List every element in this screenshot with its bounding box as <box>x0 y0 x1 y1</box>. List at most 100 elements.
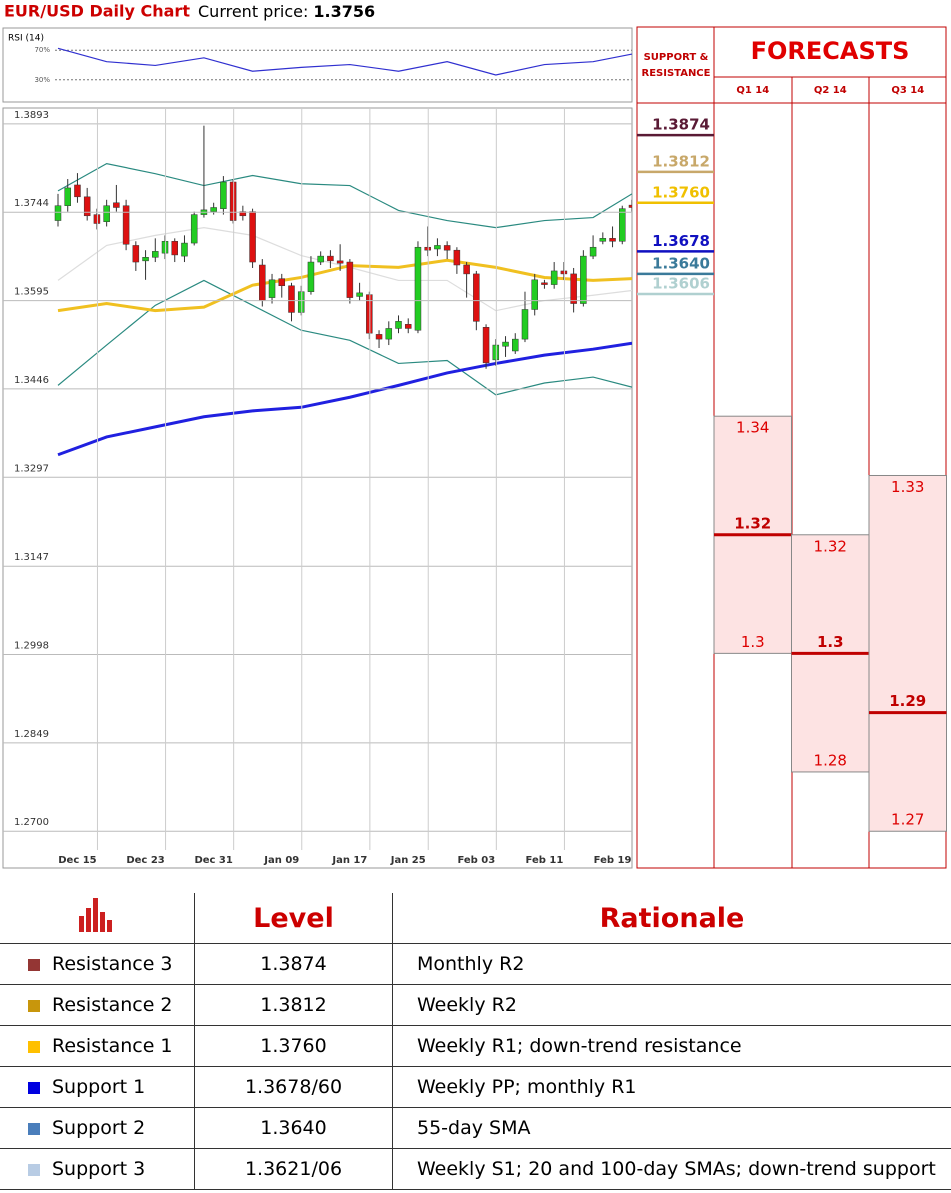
table-row: Resistance 2 1.3812 Weekly R2 <box>0 984 951 1026</box>
chart-title: EUR/USD Daily Chart <box>4 2 190 21</box>
x-tick-label: Jan 25 <box>390 855 426 866</box>
candle-body <box>531 279 538 310</box>
candle-body <box>336 260 344 264</box>
forecast-mid-label: 1.29 <box>889 692 926 710</box>
candle-body <box>229 181 237 221</box>
level-label: 1.3812 <box>652 152 710 170</box>
candle-body <box>249 211 256 263</box>
column-header: Q3 14 <box>891 85 924 96</box>
forecast-low: 1.27 <box>891 811 924 829</box>
candle-body <box>152 251 159 258</box>
rsi-panel <box>2 27 633 103</box>
candle-body <box>132 245 140 263</box>
rationale-cell: Weekly R2 <box>392 984 951 1026</box>
candle-body <box>492 344 500 361</box>
icon-cell <box>0 893 195 944</box>
level-cell: 1.3621/06 <box>194 1148 393 1190</box>
candle-body <box>512 338 519 352</box>
name-cell: Resistance 1 <box>0 1025 195 1067</box>
candle-body <box>190 214 198 244</box>
level-label: 1.3760 <box>652 183 710 201</box>
table-row: Support 1 1.3678/60 Weekly PP; monthly R1 <box>0 1066 951 1108</box>
candle-body <box>395 321 402 329</box>
candle-body <box>220 181 227 209</box>
level-cell: 1.3812 <box>194 984 393 1026</box>
candle-body <box>473 273 480 322</box>
row-name: Support 2 <box>52 1117 146 1139</box>
candle-body <box>122 205 130 245</box>
candle-body <box>181 242 188 257</box>
candle-body <box>366 294 373 334</box>
candle-body <box>424 246 431 251</box>
candle-body <box>521 309 529 340</box>
table-row: Support 3 1.3621/06 Weekly S1; 20 and 100-… <box>0 1148 951 1190</box>
candle-body <box>113 202 120 208</box>
x-tick-label: Feb 11 <box>526 855 564 866</box>
x-tick-label: Feb 03 <box>457 855 495 866</box>
candle-body <box>93 214 101 224</box>
icon <box>79 897 112 932</box>
forecast-low: 1.3 <box>741 633 765 651</box>
y-tick-label: 1.2700 <box>14 817 49 828</box>
candle-body <box>414 246 422 331</box>
indicator-line <box>57 279 632 396</box>
candle-body <box>161 241 169 254</box>
candle-body <box>83 196 91 217</box>
level-cell: 1.3678/60 <box>194 1066 393 1108</box>
forecast-high: 1.32 <box>814 537 847 555</box>
level-label: 1.3874 <box>652 116 710 134</box>
row-name: Support 1 <box>52 1076 146 1098</box>
rationale-cell: Weekly S1; 20 and 100-day SMAs; down-tre… <box>392 1148 951 1190</box>
table-body: Resistance 3 1.3874 Monthly R2 Resistance 2… <box>0 943 951 1190</box>
rsi-line <box>57 47 633 76</box>
candle-body <box>74 184 81 198</box>
rationale-cell: 55-day SMA <box>392 1107 951 1149</box>
forecast-mid-label: 1.32 <box>734 514 771 532</box>
price-label: Current price: <box>198 2 308 21</box>
forecast-high: 1.34 <box>736 419 769 437</box>
candle-body <box>541 282 548 285</box>
candle-body <box>210 207 217 212</box>
candle-body <box>463 264 470 275</box>
y-tick-label: 1.3893 <box>14 110 49 121</box>
candle-body <box>609 238 616 242</box>
candle-body <box>619 208 626 242</box>
candle-body <box>278 278 286 287</box>
y-tick-label: 1.3595 <box>14 287 49 298</box>
x-tick-label: Feb 19 <box>594 855 632 866</box>
indicator-line <box>57 162 632 229</box>
current-price: Current price: 1.3756 <box>198 2 375 21</box>
row-name: Resistance 1 <box>52 1035 173 1057</box>
candle-body <box>327 255 334 262</box>
candle-body <box>482 327 490 364</box>
candle-body <box>54 205 62 221</box>
table-row: Resistance 1 1.3760 Weekly R1; down-trend … <box>0 1025 951 1067</box>
candle-body <box>570 273 577 304</box>
price-value: 1.3756 <box>313 2 375 21</box>
y-tick-label: 30% <box>34 76 50 84</box>
candle-body <box>404 324 412 329</box>
level-label: 1.3678 <box>652 232 710 250</box>
level-cell: 1.3760 <box>194 1025 393 1067</box>
level-cell: 1.3874 <box>194 943 393 985</box>
color-swatch <box>28 958 40 971</box>
candle-body <box>64 187 71 206</box>
candle-body <box>375 334 383 340</box>
candle-body <box>142 257 149 262</box>
levels-table: Level Rationale Resistance 3 1.3874 Monthl… <box>0 893 951 1190</box>
candle-body <box>550 270 558 285</box>
candle-body <box>103 205 110 222</box>
level-label: 1.3606 <box>652 275 710 293</box>
candle-body <box>268 279 276 298</box>
name-cell: Resistance 2 <box>0 984 195 1026</box>
table-row: Resistance 3 1.3874 Monthly R2 <box>0 943 951 985</box>
column-header: Q1 14 <box>736 85 769 96</box>
row-name: Resistance 2 <box>52 994 173 1016</box>
candle-body <box>356 292 363 297</box>
candle-body <box>628 204 632 208</box>
table-row: Support 2 1.3640 55-day SMA <box>0 1107 951 1149</box>
forecast-low: 1.28 <box>814 751 847 769</box>
color-swatch <box>28 1163 40 1176</box>
rsi-title: RSI (14) <box>8 34 44 44</box>
